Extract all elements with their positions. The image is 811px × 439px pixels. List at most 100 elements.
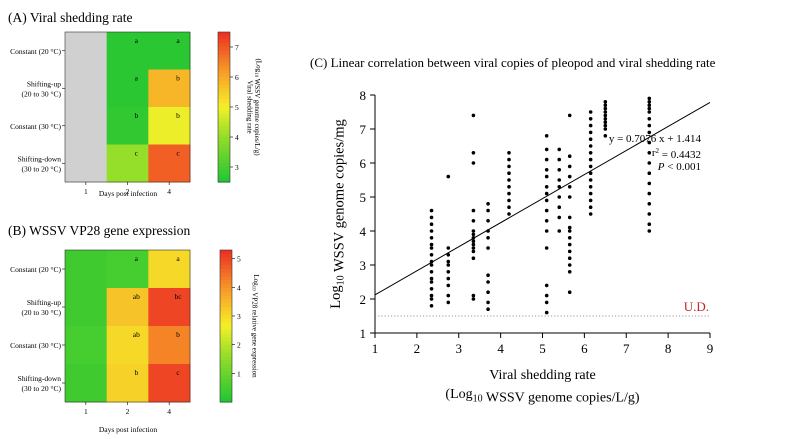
colorbar-tick-label: 3 [235, 163, 239, 172]
colorbar-segment [218, 35, 230, 41]
colorbar-segment [220, 257, 232, 262]
data-point [557, 178, 562, 182]
data-point [647, 106, 652, 111]
colorbar-segment [218, 92, 230, 97]
data-point [486, 307, 490, 312]
panel-b-title: (B) WSSV VP28 gene expression [8, 223, 191, 238]
y-tick-label: 4 [360, 224, 367, 239]
x-tick-label: 1 [84, 187, 88, 196]
data-point [429, 276, 434, 281]
colorbar-segment [218, 84, 230, 89]
heatmap-cell [106, 107, 149, 145]
panel-a-xlabel: Days post infection [99, 189, 158, 198]
colorbar-segment [218, 39, 230, 44]
colorbar-segment [218, 43, 230, 48]
colorbar-segment [220, 291, 232, 297]
colorbar-segment [220, 394, 232, 399]
colorbar-segment [220, 352, 232, 357]
data-point [588, 185, 593, 189]
data-point [567, 236, 572, 240]
colorbar-segment [220, 329, 232, 335]
colorbar-segment [220, 345, 232, 350]
y-tick-label: 1 [360, 326, 367, 341]
colorbar-segment [218, 95, 230, 101]
colorbar-tick-label: 7 [235, 43, 239, 52]
colorbar-segment [218, 133, 230, 138]
data-point [429, 270, 434, 274]
data-point [429, 229, 434, 233]
data-point [507, 178, 511, 182]
data-point [647, 161, 652, 165]
significance-label: b [134, 111, 138, 120]
colorbar-segment [218, 155, 230, 161]
colorbar-segment [220, 386, 232, 392]
colorbar-segment [220, 360, 232, 365]
colorbar-segment [220, 250, 232, 255]
colorbar-segment [218, 159, 230, 164]
data-point [588, 110, 593, 114]
p-value: P < 0.001 [657, 161, 701, 173]
colorbar-segment [218, 118, 230, 123]
colorbar-segment [218, 110, 230, 116]
colorbar-segment [218, 174, 230, 179]
colorbar-segment [218, 88, 230, 93]
data-point [603, 120, 608, 124]
colorbar-segment [218, 144, 230, 149]
data-point [647, 110, 652, 114]
x-tick-label: 7 [623, 341, 630, 356]
x-tick-label: 4 [497, 341, 504, 356]
data-point [471, 219, 476, 223]
colorbar-segment [220, 333, 232, 338]
data-point [557, 185, 562, 189]
colorbar-segment [220, 284, 232, 289]
colorbar-segment [218, 32, 230, 37]
data-point [567, 229, 572, 233]
heatmap-cell [148, 326, 191, 365]
data-point [588, 212, 593, 216]
y-tick-label: 2 [360, 292, 367, 307]
x-tick-label: 3 [456, 341, 463, 356]
data-point [429, 242, 434, 247]
data-point [471, 151, 476, 155]
heatmap-cell [106, 144, 149, 183]
data-point [544, 191, 549, 196]
data-point [429, 287, 434, 291]
colorbar-segment [220, 383, 232, 388]
colorbar-segment [220, 348, 232, 354]
colorbar-segment [220, 314, 232, 319]
heatmap-cell [65, 107, 108, 145]
data-point [647, 96, 652, 101]
data-point [507, 164, 511, 169]
colorbar-segment [220, 272, 232, 278]
data-point [647, 202, 652, 206]
significance-label: b [176, 111, 180, 120]
data-point [544, 134, 549, 138]
data-point [471, 293, 476, 298]
x-tick-label: 4 [167, 187, 171, 196]
colorbar-segment [218, 163, 230, 168]
panel-b-xlabel: Days post infection [99, 425, 158, 434]
data-point [471, 113, 476, 118]
data-point [544, 246, 549, 250]
heatmap-cell [106, 364, 149, 403]
data-point [446, 259, 451, 264]
colorbar-segment [218, 170, 230, 176]
data-point [603, 127, 608, 131]
row-label: Shifting-up [27, 298, 61, 307]
heatmap-cell [148, 107, 191, 145]
data-point [588, 151, 593, 155]
heatmap-cell [148, 69, 191, 108]
data-point [647, 130, 652, 135]
data-point [486, 202, 490, 206]
colorbar-tick-label: 3 [237, 312, 241, 321]
colorbar-segment [218, 148, 230, 153]
colorbar-tick-label: 1 [237, 369, 241, 378]
data-point [507, 157, 511, 162]
heatmap-cell [106, 326, 149, 365]
data-point [429, 263, 434, 267]
data-point [486, 219, 490, 223]
colorbar-segment [220, 390, 232, 395]
data-point [429, 215, 434, 220]
colorbar-segment [218, 140, 230, 146]
colorbar-segment [218, 178, 230, 183]
